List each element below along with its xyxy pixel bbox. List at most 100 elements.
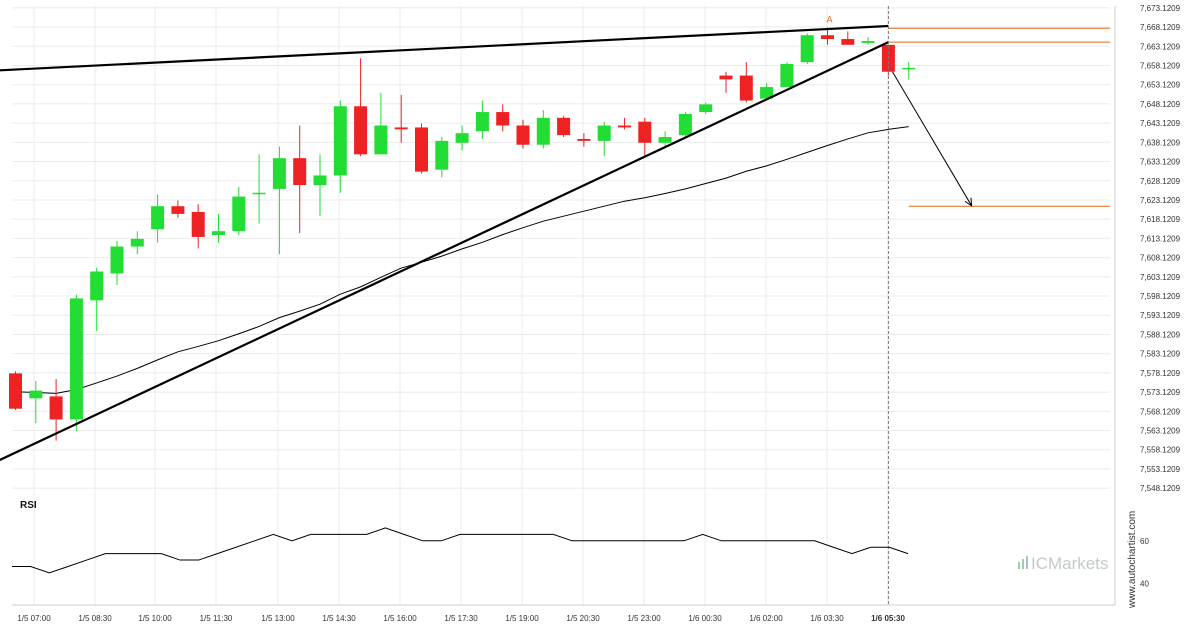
y-tick-label: 7,643.1209 [1140,119,1181,128]
y-tick-label: 7,558.1209 [1140,446,1181,455]
candle-body [557,117,571,136]
candle-body [130,238,144,247]
y-tick-label: 7,648.1209 [1140,100,1181,109]
moving-average-line [15,126,909,394]
candle [394,94,408,143]
candle [333,100,347,193]
x-tick-label: 1/5 13:00 [261,614,295,623]
candle-body [191,211,205,237]
forecast-arrow-head [964,197,973,207]
candle [272,146,286,255]
candle [415,123,428,174]
candle-body [49,396,63,420]
candle [841,31,855,45]
candle [516,119,530,149]
candle [293,125,307,234]
candle [658,131,672,147]
candle [496,104,510,132]
y-tick-label: 7,658.1209 [1140,61,1181,70]
candle [49,379,63,441]
rsi-label: RSI [20,500,37,511]
candle [719,71,733,93]
y-tick-label: 7,553.1209 [1140,465,1181,474]
candle [435,137,449,178]
candle-body [516,125,530,145]
candle [881,44,895,76]
candle [800,33,814,65]
candle [821,27,834,45]
candle-body [719,75,733,80]
candle [902,62,916,80]
candle [780,62,794,88]
candle-body [800,35,814,63]
candle-body [232,196,246,232]
y-tick-label: 7,638.1209 [1140,138,1181,147]
candle-body [739,75,753,101]
candle-body [678,113,692,136]
x-tick-label: 1/5 10:00 [138,614,172,623]
candle-body [861,40,875,43]
candle [374,92,388,155]
x-tick-label: 1/5 11:30 [200,614,233,623]
resistance-trendline [0,24,889,72]
candle-body [902,67,916,70]
candle [171,200,185,218]
candle-body [151,206,165,230]
forecast-arrow-line [892,71,973,207]
candle-body [577,138,591,141]
candle-body [252,192,266,195]
x-tick-label: 1/5 08:30 [78,614,112,623]
rsi-line [12,527,909,574]
candle-body [9,373,22,409]
x-tick-label: 1/5 19:00 [505,614,539,623]
watermark-text: ICMarkets [1031,554,1108,573]
candle [90,267,104,332]
candle [130,231,144,255]
y-tick-label: 7,578.1209 [1140,369,1181,378]
y-tick-label: 7,633.1209 [1140,158,1181,167]
candle-body [110,246,124,274]
y-tick-label: 7,613.1209 [1140,234,1181,243]
candle-body [475,112,489,132]
y-tick-label: 7,548.1209 [1140,484,1181,493]
candle-body [435,140,449,170]
candle-body [90,271,104,301]
candle-body [333,106,347,176]
x-tick-label: 1/5 14:30 [322,614,356,623]
candle-body [272,158,286,189]
y-tick-label: 7,673.1209 [1140,4,1181,13]
x-tick-label: 1/5 23:00 [627,614,661,623]
y-tick-label: 7,608.1209 [1140,254,1181,263]
candle [699,102,713,114]
candle [191,204,205,249]
y-tick-label: 7,603.1209 [1140,273,1181,282]
candle [110,240,124,285]
candle-body [638,121,652,143]
candle [678,112,692,138]
candle-body [841,39,855,45]
candle [151,194,165,243]
x-tick-label: 1/6 00:30 [688,614,722,623]
candle [739,62,753,103]
x-tick-label: 1/6 03:30 [810,614,844,623]
candle-body [760,87,774,99]
candle [557,115,571,138]
candle [618,117,631,130]
rsi-tick-label: 40 [1140,580,1149,589]
y-tick-label: 7,593.1209 [1140,311,1181,320]
y-tick-label: 7,668.1209 [1140,23,1181,32]
candle [638,117,652,157]
candle-body [821,35,834,40]
candle [354,58,368,157]
pattern-point-label: A [826,14,832,24]
x-tick-label: 1/6 02:00 [749,614,783,623]
rsi-tick-label: 60 [1140,537,1149,546]
support-trendline [0,41,889,462]
y-tick-label: 7,663.1209 [1140,42,1181,51]
candle-body [536,117,550,145]
candle-body [699,104,713,113]
candle-body [658,137,672,143]
candle [455,125,469,151]
candle [577,133,591,147]
